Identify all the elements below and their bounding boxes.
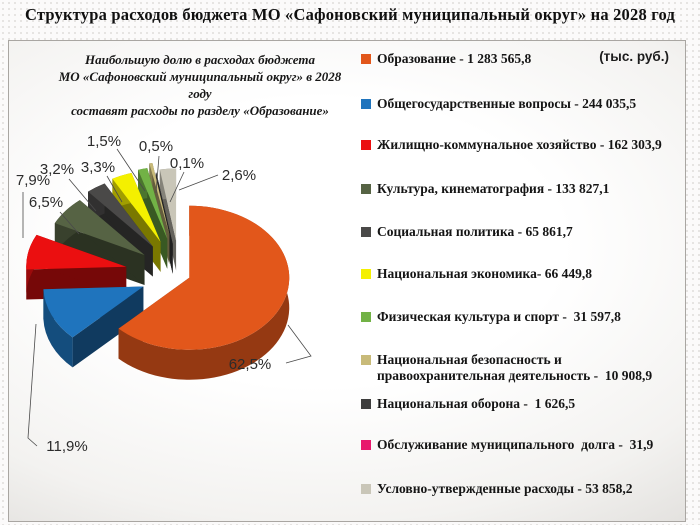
page-title: Структура расходов бюджета МО «Сафоновск… [24, 5, 676, 24]
legend-swatch [361, 184, 371, 194]
note-line: году [188, 86, 212, 102]
legend-label: Общегосударственные вопросы - 244 035,5 [377, 96, 637, 111]
units-label: (тыс. руб.) [599, 49, 669, 64]
legend-item: Образование - 1 283 565,8 [361, 51, 531, 67]
legend-item: Социальная политика - 65 861,7 [361, 224, 573, 240]
legend-item: Национальная оборона - 1 626,5 [361, 396, 575, 412]
note-line: МО «Сафоновский муниципальный округ» в 2… [58, 69, 342, 85]
legend-swatch [361, 484, 371, 494]
legend-label: Физическая культура и спорт - 31 597,8 [377, 309, 621, 324]
legend-swatch [361, 99, 371, 109]
legend-item: Жилищно-коммунальное хозяйство - 162 303… [361, 137, 662, 153]
legend-item: Условно-утвержденные расходы - 53 858,2 [361, 481, 633, 497]
legend-label: Условно-утвержденные расходы - 53 858,2 [377, 481, 633, 496]
legend-swatch [361, 269, 371, 279]
legend-label: Национальная оборона - 1 626,5 [377, 396, 576, 411]
legend-item: Физическая культура и спорт - 31 597,8 [361, 309, 621, 325]
legend-swatch [361, 355, 371, 365]
legend-label: Национальная экономика- 66 449,8 [377, 266, 592, 281]
legend-label: Обслуживание муниципального долга - 31,9 [377, 437, 654, 452]
legend: Образование - 1 283 565,8 Общегосударств… [361, 41, 691, 523]
legend-swatch [361, 312, 371, 322]
legend-item: Обслуживание муниципального долга - 31,9 [361, 437, 653, 453]
chart-panel: Наибольшую долю в расходах бюджета МО «С… [8, 40, 686, 522]
note-line: Наибольшую долю в расходах бюджета [84, 52, 316, 67]
legend-swatch [361, 440, 371, 450]
legend-swatch [361, 399, 371, 409]
legend-swatch [361, 140, 371, 150]
legend-item: Общегосударственные вопросы - 244 035,5 [361, 96, 636, 112]
note-textbox: Наибольшую долю в расходах бюджета МО «С… [31, 51, 369, 120]
legend-swatch [361, 227, 371, 237]
legend-label: Национальная безопасность и правоохранит… [377, 352, 653, 383]
legend-label: Образование - 1 283 565,8 [377, 51, 532, 66]
legend-label: Социальная политика - 65 861,7 [377, 224, 573, 239]
legend-label: Культура, кинематография - 133 827,1 [377, 181, 610, 196]
legend-item: Национальная экономика- 66 449,8 [361, 266, 592, 282]
legend-item: Культура, кинематография - 133 827,1 [361, 181, 609, 197]
note-line: составят расходы по разделу «Образование… [71, 103, 329, 119]
legend-item: Национальная безопасность и правоохранит… [361, 352, 691, 384]
legend-label: Жилищно-коммунальное хозяйство - 162 303… [377, 137, 662, 152]
legend-swatch [361, 54, 371, 64]
